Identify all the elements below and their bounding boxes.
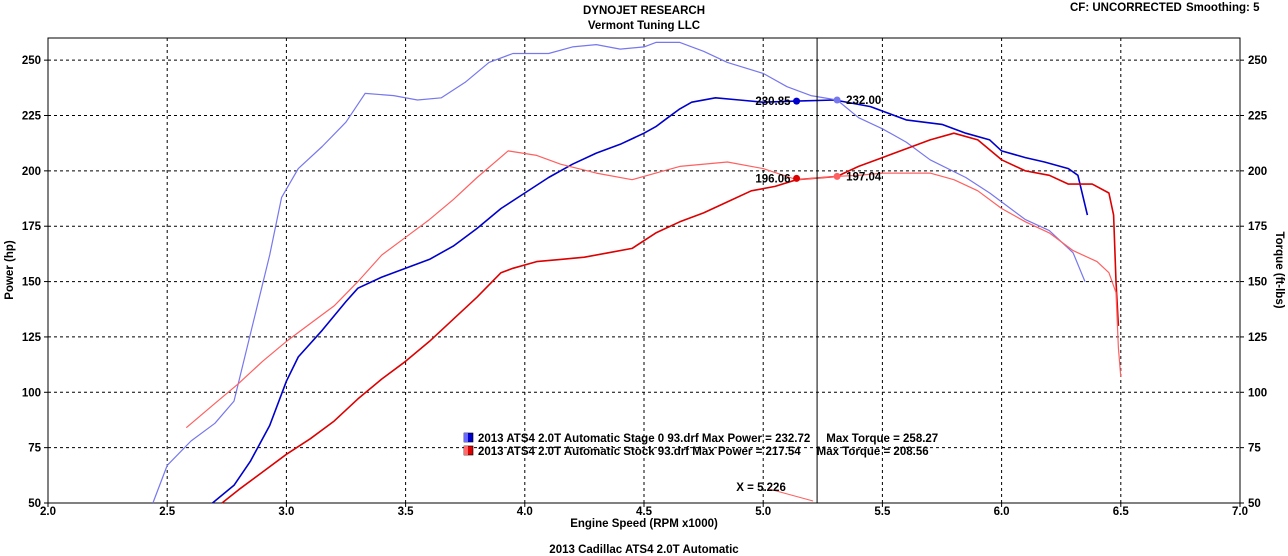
readout-label-stock-torque: 197.04 <box>846 171 882 183</box>
legend: 2013 ATS4 2.0T Automatic Stage 0 93.drf … <box>463 432 938 458</box>
series-line-stock-power <box>221 132 1120 504</box>
x-tick-label: 6.5 <box>1113 506 1130 518</box>
readout-marker-stock-torque <box>833 172 841 180</box>
x-tick-label: 3.5 <box>398 506 415 518</box>
x-tick-label: 5.5 <box>874 506 891 518</box>
cf-label: CF: UNCORRECTED <box>1070 2 1182 14</box>
x-tick-label: 4.0 <box>517 506 533 518</box>
x-axis-title: Engine Speed (RPM x1000) <box>570 518 718 530</box>
y-tick-label-right: 175 <box>1248 221 1268 233</box>
y-tick-label-left: 100 <box>22 387 41 399</box>
readout-marker-stage0-power <box>793 97 801 105</box>
series-line-stock-torque <box>185 150 1122 429</box>
legend-entry-stage0: 2013 ATS4 2.0T Automatic Stage 0 93.drf … <box>478 433 938 445</box>
x-tick-label: 5.0 <box>755 506 771 518</box>
cursor-pointer-line <box>768 488 814 502</box>
cursor-markers: 230.85 232.00 196.06 197.04 <box>755 95 882 502</box>
cursor-x-label: X = 5.226 <box>736 482 786 494</box>
chart-title: DYNOJET RESEARCH <box>583 5 705 17</box>
y-tick-label-right: 200 <box>1248 166 1267 178</box>
y-tick-label-left: 175 <box>22 221 42 233</box>
y-tick-label-left: 150 <box>22 277 41 289</box>
x-tick-label: 6.0 <box>994 506 1010 518</box>
y-tick-label-right: 250 <box>1248 55 1267 67</box>
grid-lines <box>48 38 1240 503</box>
readout-marker-stock-power <box>793 174 801 182</box>
y-axis-title-left: Power (hp) <box>4 240 16 300</box>
y-tick-label-right: 50 <box>1248 498 1261 510</box>
y-tick-label-right: 225 <box>1248 111 1268 123</box>
readout-label-stock-power: 196.06 <box>755 173 790 185</box>
y-tick-label-right: 75 <box>1248 443 1261 455</box>
readout-marker-stage0-torque <box>833 96 841 104</box>
x-tick-label: 2.5 <box>159 506 176 518</box>
y-tick-label-right: 100 <box>1248 387 1267 399</box>
y-tick-label-left: 75 <box>28 443 41 455</box>
readout-label-stage0-torque: 232.00 <box>846 95 881 107</box>
x-tick-label: 4.5 <box>636 506 653 518</box>
y-tick-label-right: 125 <box>1248 332 1268 344</box>
readout-label-stage0-power: 230.85 <box>755 96 791 108</box>
x-tick-label: 3.0 <box>278 506 294 518</box>
y-tick-label-left: 200 <box>22 166 41 178</box>
legend-entry-stock: 2013 ATS4 2.0T Automatic Stock 93.drf Ma… <box>478 446 929 458</box>
x-tick-label: 2.0 <box>40 506 56 518</box>
y-tick-label-left: 125 <box>22 332 42 344</box>
y-axis-title-right: Torque (ft-lbs) <box>1273 231 1285 308</box>
x-tick-label: 7.0 <box>1232 506 1248 518</box>
smoothing-label: Smoothing: 5 <box>1186 2 1260 14</box>
series-lines <box>152 41 1122 504</box>
y-tick-label-left: 50 <box>28 498 41 510</box>
footer-caption: 2013 Cadillac ATS4 2.0T Automatic <box>549 544 739 556</box>
series-line-stage0-torque <box>152 41 1086 504</box>
y-tick-label-left: 225 <box>22 111 42 123</box>
chart-subtitle: Vermont Tuning LLC <box>588 20 700 32</box>
y-tick-label-left: 250 <box>22 55 41 67</box>
y-tick-label-right: 150 <box>1248 277 1267 289</box>
series-line-stage0-power <box>211 97 1089 504</box>
